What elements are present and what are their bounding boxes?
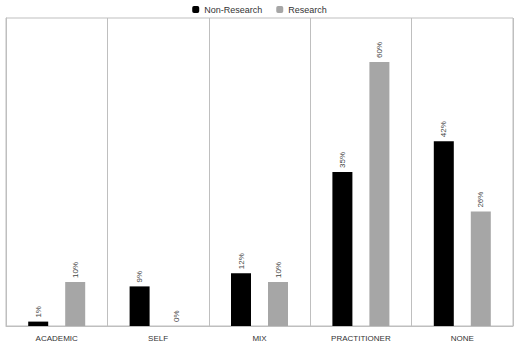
svg-text:1%: 1% (34, 306, 43, 318)
svg-text:10%: 10% (274, 262, 283, 278)
svg-text:10%: 10% (71, 262, 80, 278)
svg-text:MIX: MIX (252, 334, 267, 343)
svg-text:SELF: SELF (148, 334, 168, 343)
svg-text:NONE: NONE (451, 334, 474, 343)
svg-text:0%: 0% (172, 310, 181, 322)
svg-text:60%: 60% (375, 42, 384, 58)
svg-text:Non-Research: Non-Research (204, 5, 262, 15)
svg-text:Research: Research (288, 5, 327, 15)
svg-text:26%: 26% (476, 192, 485, 208)
svg-text:PRACTITIONER: PRACTITIONER (331, 334, 391, 343)
svg-text:ACADEMIC: ACADEMIC (36, 334, 78, 343)
svg-text:9%: 9% (135, 271, 144, 283)
svg-text:42%: 42% (439, 121, 448, 137)
svg-text:12%: 12% (237, 253, 246, 269)
svg-text:35%: 35% (338, 152, 347, 168)
